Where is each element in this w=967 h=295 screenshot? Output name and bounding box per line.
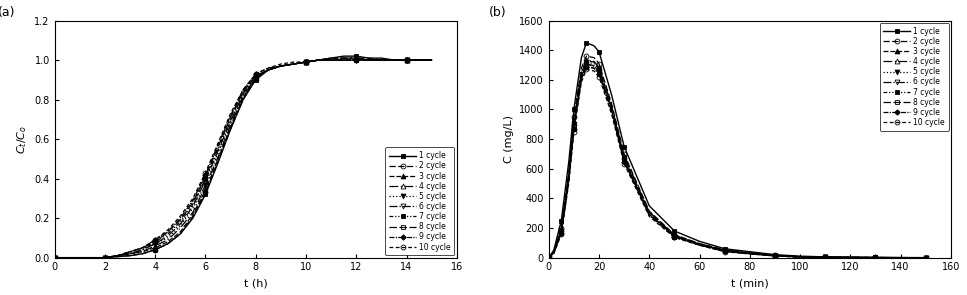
Y-axis label: C (mg/L): C (mg/L) bbox=[504, 115, 513, 163]
Legend: 1 cycle, 2 cycle, 3 cycle, 4 cycle, 5 cycle, 6 cycle, 7 cycle, 8 cycle, 9 cycle,: 1 cycle, 2 cycle, 3 cycle, 4 cycle, 5 cy… bbox=[386, 148, 454, 255]
Y-axis label: $C_t/C_o$: $C_t/C_o$ bbox=[15, 124, 29, 154]
X-axis label: t (min): t (min) bbox=[731, 278, 769, 288]
Text: (a): (a) bbox=[0, 6, 15, 19]
Legend: 1 cycle, 2 cycle, 3 cycle, 4 cycle, 5 cycle, 6 cycle, 7 cycle, 8 cycle, 9 cycle,: 1 cycle, 2 cycle, 3 cycle, 4 cycle, 5 cy… bbox=[880, 23, 949, 131]
Text: (b): (b) bbox=[488, 6, 506, 19]
X-axis label: t (h): t (h) bbox=[244, 278, 268, 288]
